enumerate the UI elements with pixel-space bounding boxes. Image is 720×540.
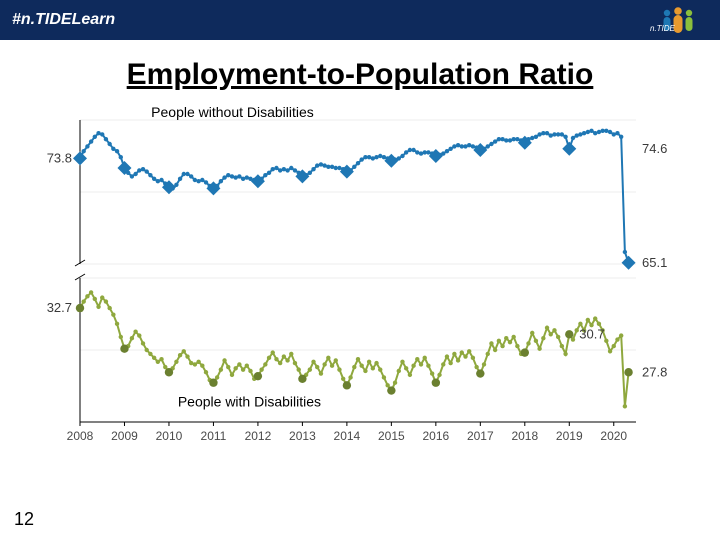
- slide-header: #n.TIDELearn n.TIDE: [0, 0, 720, 40]
- svg-text:2016: 2016: [422, 429, 449, 443]
- svg-text:2017: 2017: [467, 429, 494, 443]
- svg-text:2018: 2018: [511, 429, 538, 443]
- disab-line: [80, 292, 629, 406]
- hashtag: #n.TIDELearn: [12, 11, 115, 29]
- svg-text:2011: 2011: [201, 429, 227, 443]
- svg-text:2020: 2020: [600, 429, 627, 443]
- svg-text:2013: 2013: [289, 429, 316, 443]
- employment-ratio-chart: 2008 2009 2010 2011 2012 2013 2014 2015 2016 2017…: [30, 102, 690, 452]
- no-disab-label: People without Disabilities: [151, 104, 314, 120]
- svg-text:2019: 2019: [556, 429, 583, 443]
- disab-label: People with Disabilities: [178, 393, 321, 409]
- svg-text:2012: 2012: [245, 429, 272, 443]
- page-number: 12: [14, 509, 34, 530]
- page-title: Employment-to-Population Ratio: [0, 58, 720, 92]
- disab-end-value: 27.8: [642, 364, 667, 379]
- svg-text:2014: 2014: [334, 429, 361, 443]
- no-disab-start-value: 73.8: [47, 150, 72, 165]
- disab-end-value: 30.7: [579, 326, 604, 341]
- svg-text:n.TIDE: n.TIDE: [650, 24, 676, 33]
- disab-start-value: 32.7: [47, 300, 72, 315]
- svg-text:2008: 2008: [67, 429, 94, 443]
- no-disab-end-value: 74.6: [642, 141, 667, 156]
- ntide-logo: n.TIDE: [648, 5, 708, 35]
- svg-text:2009: 2009: [111, 429, 138, 443]
- no-disab-line: [80, 131, 629, 263]
- no-disab-end-value: 65.1: [642, 255, 667, 270]
- svg-text:2015: 2015: [378, 429, 405, 443]
- svg-text:2010: 2010: [156, 429, 183, 443]
